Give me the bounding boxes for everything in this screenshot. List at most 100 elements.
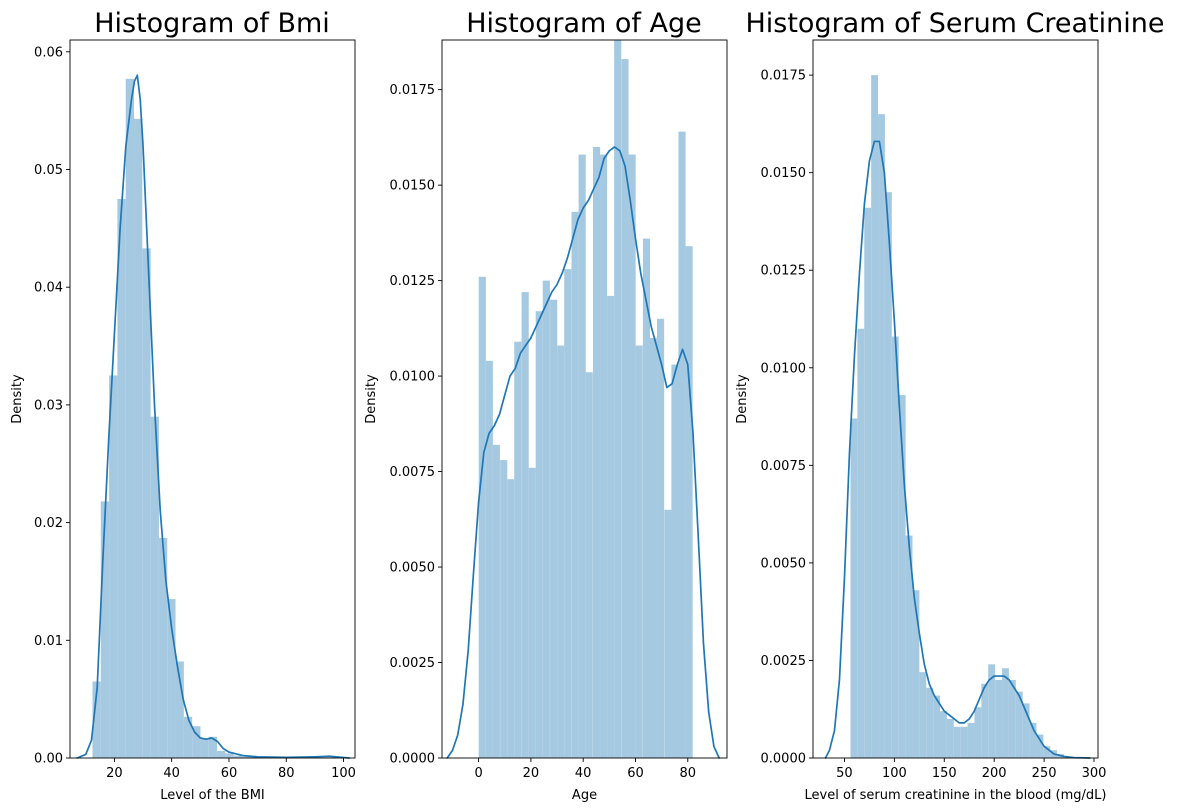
histogram-panel-1: 20 40 60 80 100 0.00 0.01 0.02 0.03 0.04 0.05 0.06 H…	[10, 8, 356, 803]
y-tick-label: 0.0125	[390, 274, 436, 289]
histogram-bar	[514, 341, 522, 758]
histogram-bar	[167, 599, 176, 758]
x-tick-label: 50	[836, 766, 853, 781]
histogram-bar	[926, 687, 934, 758]
histogram-bar	[492, 444, 500, 758]
y-tick-label: 0.0075	[390, 465, 436, 480]
y-tick-label: 0.00	[34, 752, 63, 767]
y-tick-label: 0.04	[34, 281, 63, 296]
histogram-bars	[478, 40, 693, 759]
x-tick-label: 0	[474, 766, 482, 781]
histogram-bar	[1002, 668, 1009, 758]
histogram-bar	[500, 460, 508, 758]
kde-density-line	[446, 146, 721, 759]
histogram-bar	[642, 238, 651, 759]
histogram-bar	[117, 198, 126, 758]
histogram-bar	[981, 683, 989, 758]
histogram-bar	[200, 739, 209, 758]
histogram-bar	[898, 395, 906, 758]
axes-frame	[441, 39, 728, 759]
x-tick-label: 60	[627, 766, 644, 781]
histogram-bar	[1015, 691, 1023, 758]
histogram-bar	[92, 681, 101, 758]
y-tick-label: 0.0000	[390, 752, 436, 767]
histogram-bar	[884, 192, 892, 758]
x-tick-label: 40	[575, 766, 592, 781]
y-tick-label: 0.06	[34, 45, 63, 60]
histogram-bar	[953, 726, 961, 758]
histogram-bar	[600, 154, 608, 758]
histogram-bar	[940, 711, 947, 758]
histogram-panel-2: 0 20 40 60 80 0.0000 0.0025 0.0050 0.0075 0.0100 0…	[364, 8, 728, 803]
histogram-bar	[192, 726, 201, 758]
x-tick-label: 80	[278, 766, 295, 781]
axes-frame	[69, 39, 356, 759]
y-tick-label: 0.0025	[390, 656, 436, 671]
histogram-bars	[850, 75, 1065, 759]
histogram-bar	[685, 246, 693, 759]
histogram-bar	[607, 295, 615, 758]
histogram-bar	[933, 695, 941, 758]
histogram-bar	[912, 590, 920, 758]
x-tick-label: 40	[163, 766, 180, 781]
histogram-bar	[571, 211, 579, 759]
histogram-bar	[225, 753, 234, 758]
histogram-bar	[535, 311, 543, 758]
axes-frame	[812, 39, 1099, 759]
histogram-bar	[564, 269, 572, 758]
y-tick-label: 0.0150	[761, 166, 807, 181]
histogram-bar	[158, 537, 168, 758]
y-tick-label: 0.0075	[761, 459, 807, 474]
y-tick-label: 0.0175	[761, 69, 807, 84]
kde-density-line	[76, 74, 351, 759]
histogram-bar	[657, 318, 665, 758]
histogram-bar	[208, 736, 218, 758]
histogram-bar	[871, 75, 879, 759]
histogram-bar	[521, 292, 529, 758]
histogram-bar	[988, 664, 996, 758]
histogram-bar	[142, 248, 151, 758]
histogram-bar	[125, 78, 135, 759]
histogram-bar	[974, 707, 982, 758]
x-axis-label: Level of serum creatinine in the blood (…	[805, 788, 1107, 803]
chart-title: Histogram of Age	[466, 8, 701, 39]
histogram-bar	[217, 750, 226, 758]
histogram-bar	[507, 479, 515, 758]
histogram-bar	[592, 146, 601, 758]
histogram-bar	[635, 345, 643, 758]
histogram-bar	[100, 501, 110, 758]
y-tick-label: 0.0000	[761, 752, 807, 767]
histogram-bar	[183, 716, 193, 758]
histogram-bar	[242, 756, 251, 758]
histogram-bar	[578, 154, 586, 758]
chart-title: Histogram of Bmi	[94, 8, 330, 39]
histogram-bar	[628, 154, 636, 758]
x-axis-label: Level of the BMI	[160, 788, 265, 803]
histogram-bar	[649, 337, 658, 758]
histogram-bar	[175, 661, 184, 758]
y-tick-label: 0.0025	[761, 654, 807, 669]
x-tick-label: 250	[1032, 766, 1057, 781]
histogram-bar	[542, 280, 550, 758]
y-axis-label: Density	[735, 374, 750, 424]
x-tick-label: 100	[882, 766, 907, 781]
histogram-bar	[1043, 746, 1051, 758]
histogram-panel-3: 50 100 150 200 250 300 0.0000 0.0025 0.0050 0.007…	[735, 8, 1165, 803]
x-tick-label: 300	[1082, 766, 1107, 781]
histogram-bar	[960, 726, 968, 758]
histogram-bar	[1029, 722, 1037, 758]
y-axis-label: Density	[10, 374, 25, 424]
histogram-bar	[1036, 734, 1044, 758]
histogram-bar	[109, 375, 118, 758]
histogram-bar	[967, 722, 975, 758]
histogram-bar	[614, 40, 622, 758]
y-tick-label: 0.0100	[390, 370, 436, 385]
y-tick-label: 0.03	[34, 398, 63, 413]
histogram-bars	[92, 78, 259, 759]
histogram-bar	[485, 360, 493, 758]
histogram-bar	[233, 755, 243, 758]
x-tick-label: 80	[680, 766, 697, 781]
histogram-bar	[550, 299, 558, 758]
histogram-bar	[905, 535, 913, 758]
